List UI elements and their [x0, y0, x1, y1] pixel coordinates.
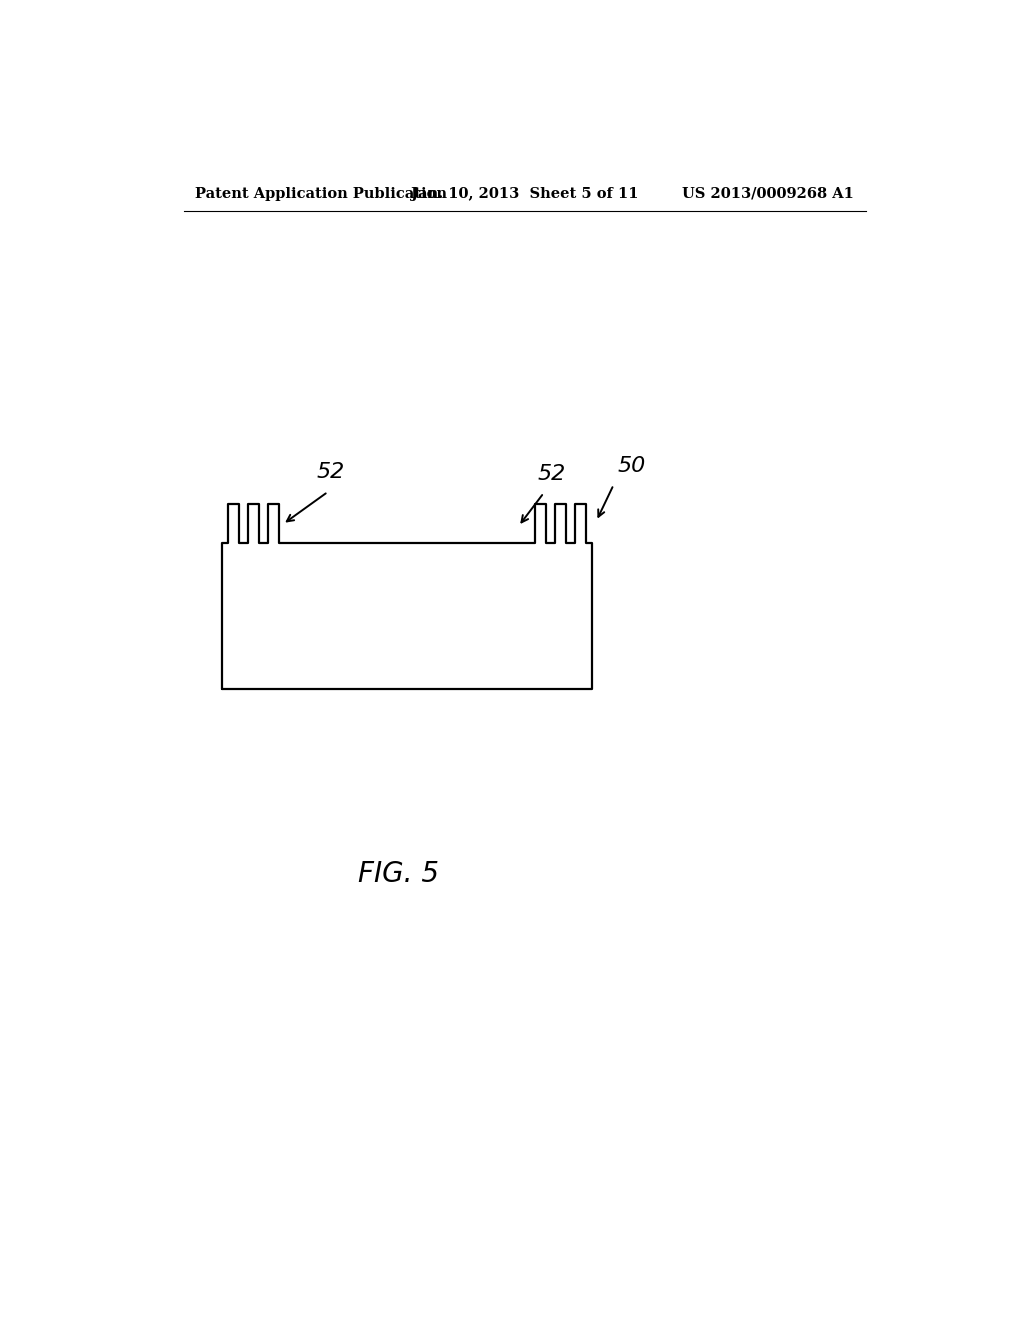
- Text: Jan. 10, 2013  Sheet 5 of 11: Jan. 10, 2013 Sheet 5 of 11: [411, 186, 639, 201]
- Text: 50: 50: [617, 455, 646, 475]
- Text: 52: 52: [316, 462, 345, 482]
- Text: FIG. 5: FIG. 5: [358, 859, 439, 888]
- Text: Patent Application Publication: Patent Application Publication: [196, 186, 447, 201]
- Text: 52: 52: [538, 463, 565, 483]
- Text: US 2013/0009268 A1: US 2013/0009268 A1: [682, 186, 854, 201]
